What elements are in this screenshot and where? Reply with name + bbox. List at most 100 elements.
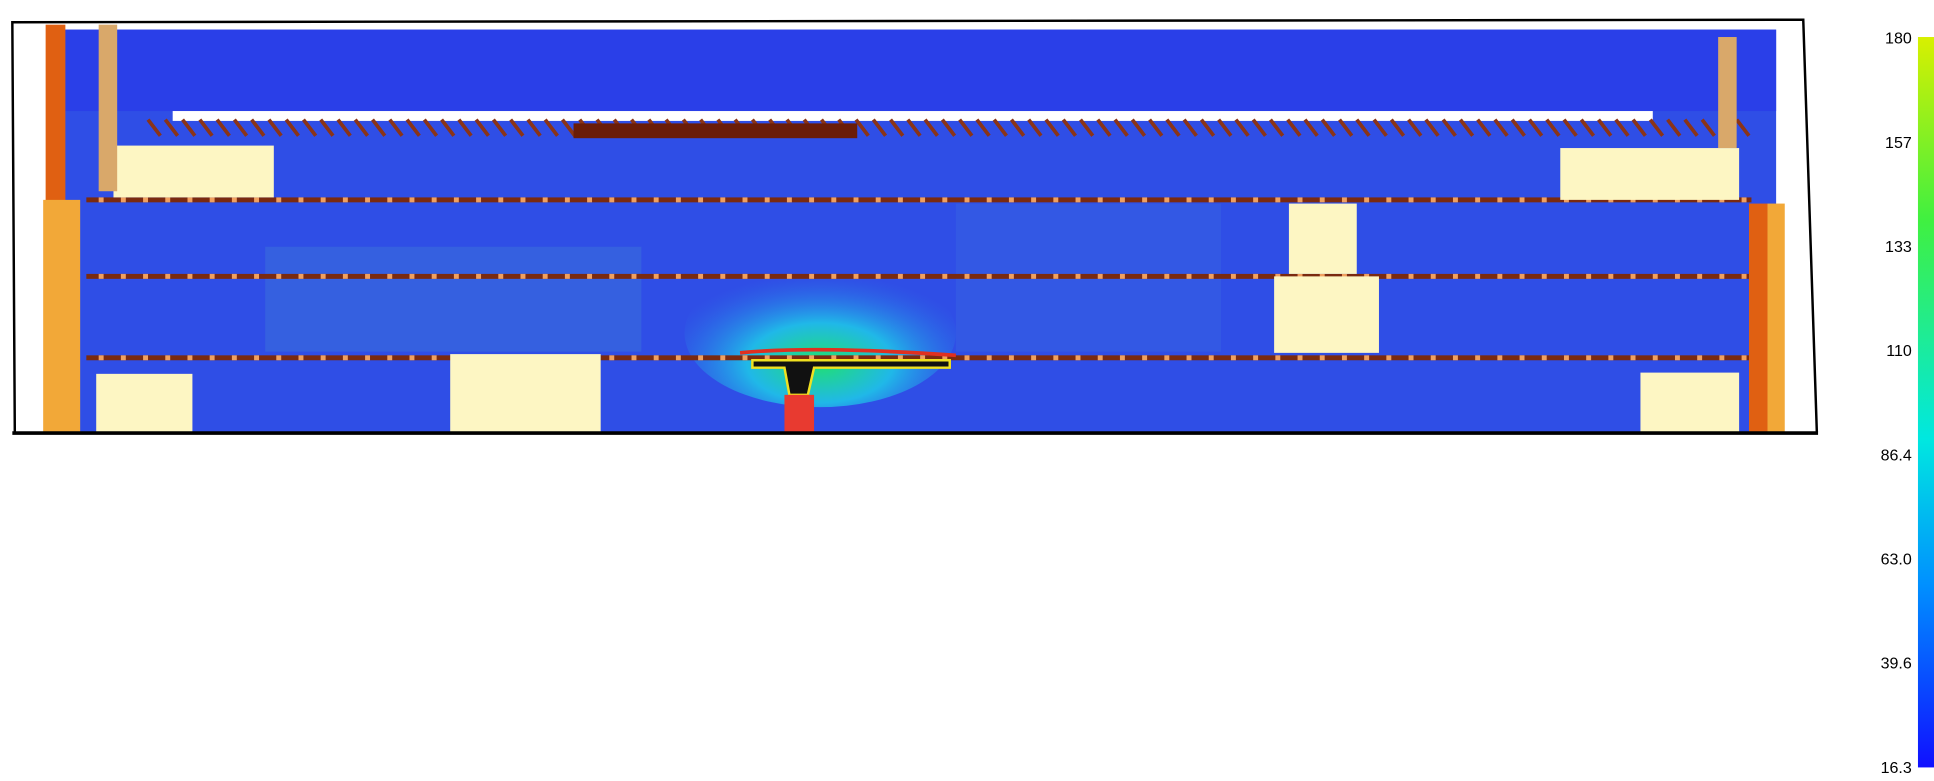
rack-node xyxy=(1031,273,1037,279)
rack-node xyxy=(498,273,504,279)
joist xyxy=(1113,118,1129,137)
rack-node xyxy=(653,355,659,361)
joist xyxy=(1545,118,1561,137)
joist xyxy=(1527,118,1544,137)
rack-node xyxy=(920,355,926,361)
rack-node xyxy=(365,197,371,203)
rack-node xyxy=(1253,355,1259,361)
colorbar-label: 86.4 xyxy=(1881,446,1912,464)
joist xyxy=(1182,118,1198,137)
rack-node xyxy=(1408,273,1414,279)
rack-beam xyxy=(86,197,1752,203)
rack-node xyxy=(742,273,748,279)
rack-node xyxy=(1008,273,1014,279)
rack-node xyxy=(1630,355,1636,361)
rack-node xyxy=(298,197,304,203)
rack-node xyxy=(1475,355,1481,361)
rack-node xyxy=(1364,197,1370,203)
box xyxy=(1274,276,1379,353)
rack-node xyxy=(1008,197,1014,203)
joist xyxy=(163,118,180,137)
rack-node xyxy=(1075,197,1081,203)
rack-node xyxy=(254,273,260,279)
rack-node xyxy=(1674,355,1680,361)
rack-node xyxy=(1452,273,1458,279)
rack-node xyxy=(1119,197,1125,203)
colorbar-label: 39.6 xyxy=(1881,655,1912,673)
column xyxy=(1767,203,1785,432)
colorbar-label: 180 xyxy=(1885,30,1912,48)
rack-node xyxy=(764,355,770,361)
joist xyxy=(1372,118,1388,137)
rack-node xyxy=(1097,197,1103,203)
rack-node xyxy=(1386,273,1392,279)
rack-node xyxy=(986,273,992,279)
joist xyxy=(1303,118,1319,137)
column xyxy=(43,199,81,432)
joist xyxy=(232,118,249,137)
rack-node xyxy=(187,355,193,361)
rack-node xyxy=(1097,273,1103,279)
rack-node xyxy=(1652,273,1658,279)
rack-node xyxy=(1741,273,1747,279)
rack-node xyxy=(231,355,237,361)
box xyxy=(450,354,601,432)
rack-node xyxy=(165,197,171,203)
joist xyxy=(560,118,577,137)
joist xyxy=(422,118,439,137)
colorbar-label: 16.3 xyxy=(1881,759,1912,777)
boxes xyxy=(96,145,1740,432)
rack-node xyxy=(897,355,903,361)
rack-node xyxy=(276,355,282,361)
rack-node xyxy=(165,273,171,279)
joist xyxy=(543,118,559,137)
joist xyxy=(1355,118,1371,137)
rack-node xyxy=(431,273,437,279)
gap xyxy=(172,111,1653,121)
joist xyxy=(1700,118,1716,137)
rack-node xyxy=(342,197,348,203)
rack-node xyxy=(1097,355,1103,361)
joist xyxy=(267,118,283,137)
rack-node xyxy=(698,355,704,361)
rack-node xyxy=(831,273,837,279)
ceiling xyxy=(49,29,1777,112)
rack-node xyxy=(920,197,926,203)
rack-node xyxy=(786,197,792,203)
joist xyxy=(1130,118,1147,137)
rack-node xyxy=(1253,273,1259,279)
rack-node xyxy=(542,197,548,203)
rack-node xyxy=(786,355,792,361)
rack-node xyxy=(276,197,282,203)
rack-node xyxy=(1164,197,1170,203)
rack-node xyxy=(387,273,393,279)
joist xyxy=(1683,118,1699,137)
rack-node xyxy=(897,197,903,203)
rack-node xyxy=(1608,273,1614,279)
rack-node xyxy=(1430,197,1436,203)
rack-node xyxy=(1119,273,1125,279)
rack-node xyxy=(764,197,770,203)
rack-node xyxy=(476,273,482,279)
rack-node xyxy=(453,197,459,203)
rack-node xyxy=(365,355,371,361)
rack-node xyxy=(1297,197,1303,203)
rack-node xyxy=(209,355,215,361)
rack-node xyxy=(1275,197,1281,203)
joist xyxy=(923,118,939,137)
rack-node xyxy=(298,273,304,279)
rack-node xyxy=(1430,273,1436,279)
rack-node xyxy=(1341,197,1347,203)
joist xyxy=(1631,118,1647,137)
rack-node xyxy=(1053,197,1059,203)
rack-node xyxy=(609,355,615,361)
rack-node xyxy=(631,197,637,203)
rack-node xyxy=(98,273,104,279)
rack-node xyxy=(1075,355,1081,361)
rack-node xyxy=(964,273,970,279)
joist xyxy=(1735,118,1751,137)
rack-node xyxy=(1275,355,1281,361)
joist xyxy=(1666,118,1682,137)
joist xyxy=(1268,118,1285,137)
